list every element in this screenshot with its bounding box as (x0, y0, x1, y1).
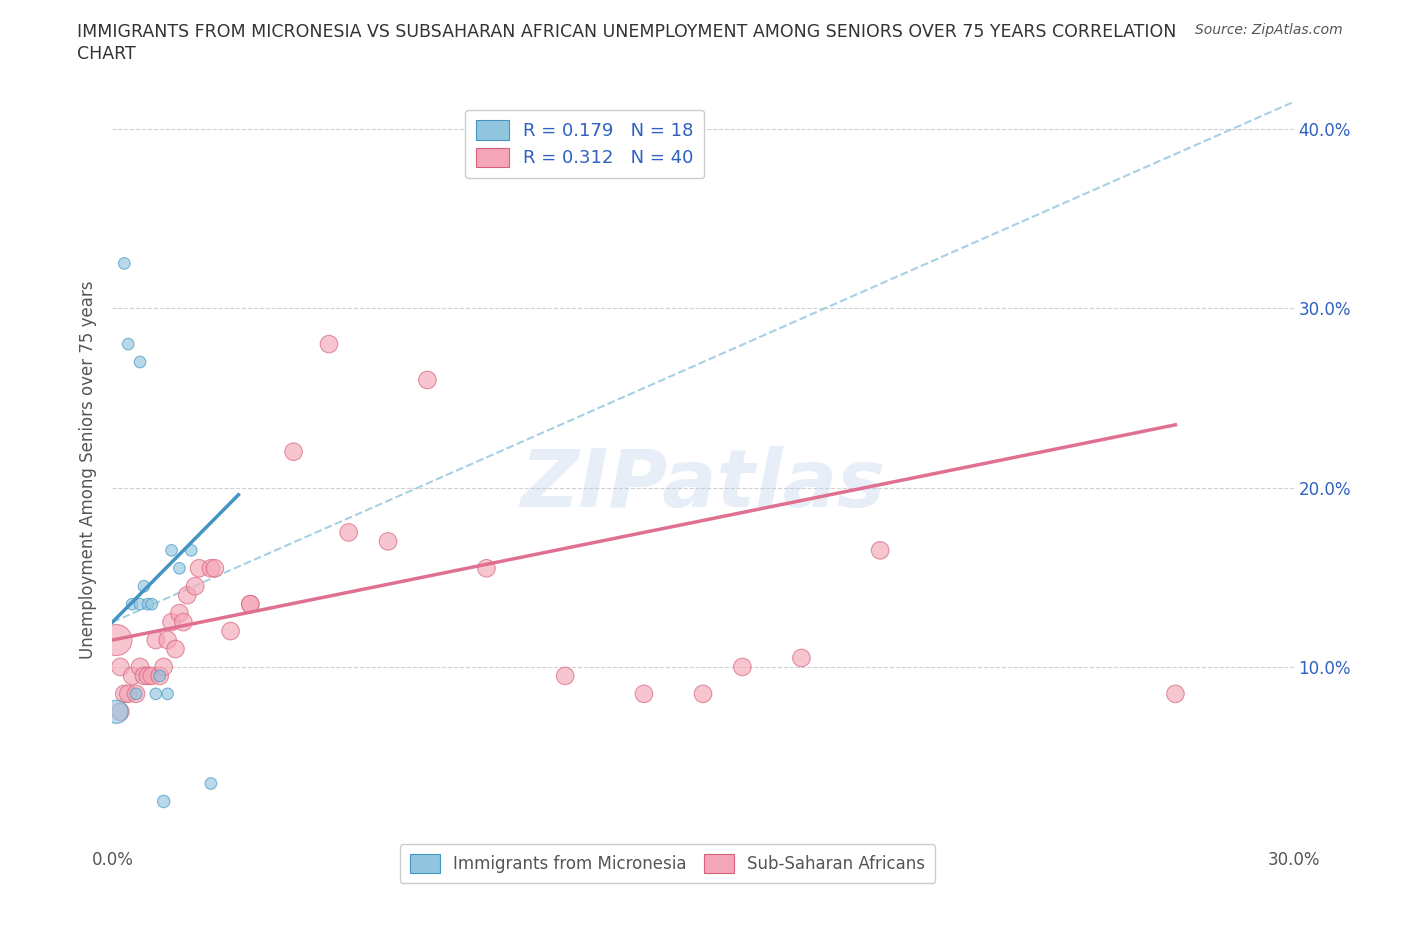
Point (125, 686, 148, 701)
Point (112, 686, 135, 701)
Point (149, 669, 172, 684)
Text: Source: ZipAtlas.com: Source: ZipAtlas.com (1195, 23, 1343, 37)
Point (692, 686, 714, 701)
Text: IMMIGRANTS FROM MICRONESIA VS SUBSAHARAN AFRICAN UNEMPLOYMENT AMONG SENIORS OVER: IMMIGRANTS FROM MICRONESIA VS SUBSAHARAN… (77, 23, 1177, 41)
Point (239, 597, 262, 612)
Point (475, 561, 498, 576)
Point (156, 632, 179, 647)
Text: ZIPatlas: ZIPatlas (520, 445, 886, 524)
Point (239, 597, 262, 612)
Point (188, 561, 211, 576)
Point (105, 704, 128, 719)
Point (169, 561, 191, 576)
Point (377, 534, 399, 549)
Point (110, 704, 132, 719)
Y-axis label: Unemployment Among Seniors over 75 years: Unemployment Among Seniors over 75 years (79, 281, 97, 658)
Point (200, 561, 222, 576)
Point (121, 669, 143, 684)
Point (416, 373, 439, 388)
Text: CHART: CHART (77, 45, 136, 62)
Point (1164, 686, 1187, 701)
Point (136, 597, 159, 612)
Point (554, 669, 576, 684)
Point (318, 337, 340, 352)
Point (129, 354, 152, 369)
Point (149, 669, 172, 684)
Point (172, 615, 194, 630)
Point (204, 561, 226, 576)
Point (219, 624, 242, 639)
Point (132, 578, 155, 593)
Point (160, 543, 183, 558)
Legend: Immigrants from Micronesia, Sub-Saharan Africans: Immigrants from Micronesia, Sub-Saharan … (401, 844, 935, 884)
Point (633, 686, 655, 701)
Point (132, 669, 155, 684)
Point (160, 615, 183, 630)
Point (790, 651, 813, 666)
Point (136, 669, 159, 684)
Point (141, 597, 163, 612)
Point (283, 445, 305, 459)
Point (145, 686, 167, 701)
Point (200, 776, 222, 790)
Point (105, 632, 128, 647)
Point (869, 543, 891, 558)
Point (169, 605, 191, 620)
Point (125, 686, 148, 701)
Point (731, 659, 754, 674)
Point (152, 794, 174, 809)
Point (110, 659, 132, 674)
Point (117, 337, 139, 352)
Point (129, 597, 152, 612)
Point (121, 597, 143, 612)
Point (117, 686, 139, 701)
Point (176, 588, 198, 603)
Point (112, 256, 135, 271)
Point (184, 578, 207, 593)
Point (129, 659, 152, 674)
Point (337, 525, 360, 539)
Point (152, 659, 174, 674)
Point (165, 642, 187, 657)
Point (156, 686, 179, 701)
Point (180, 543, 202, 558)
Point (145, 632, 167, 647)
Point (141, 669, 163, 684)
